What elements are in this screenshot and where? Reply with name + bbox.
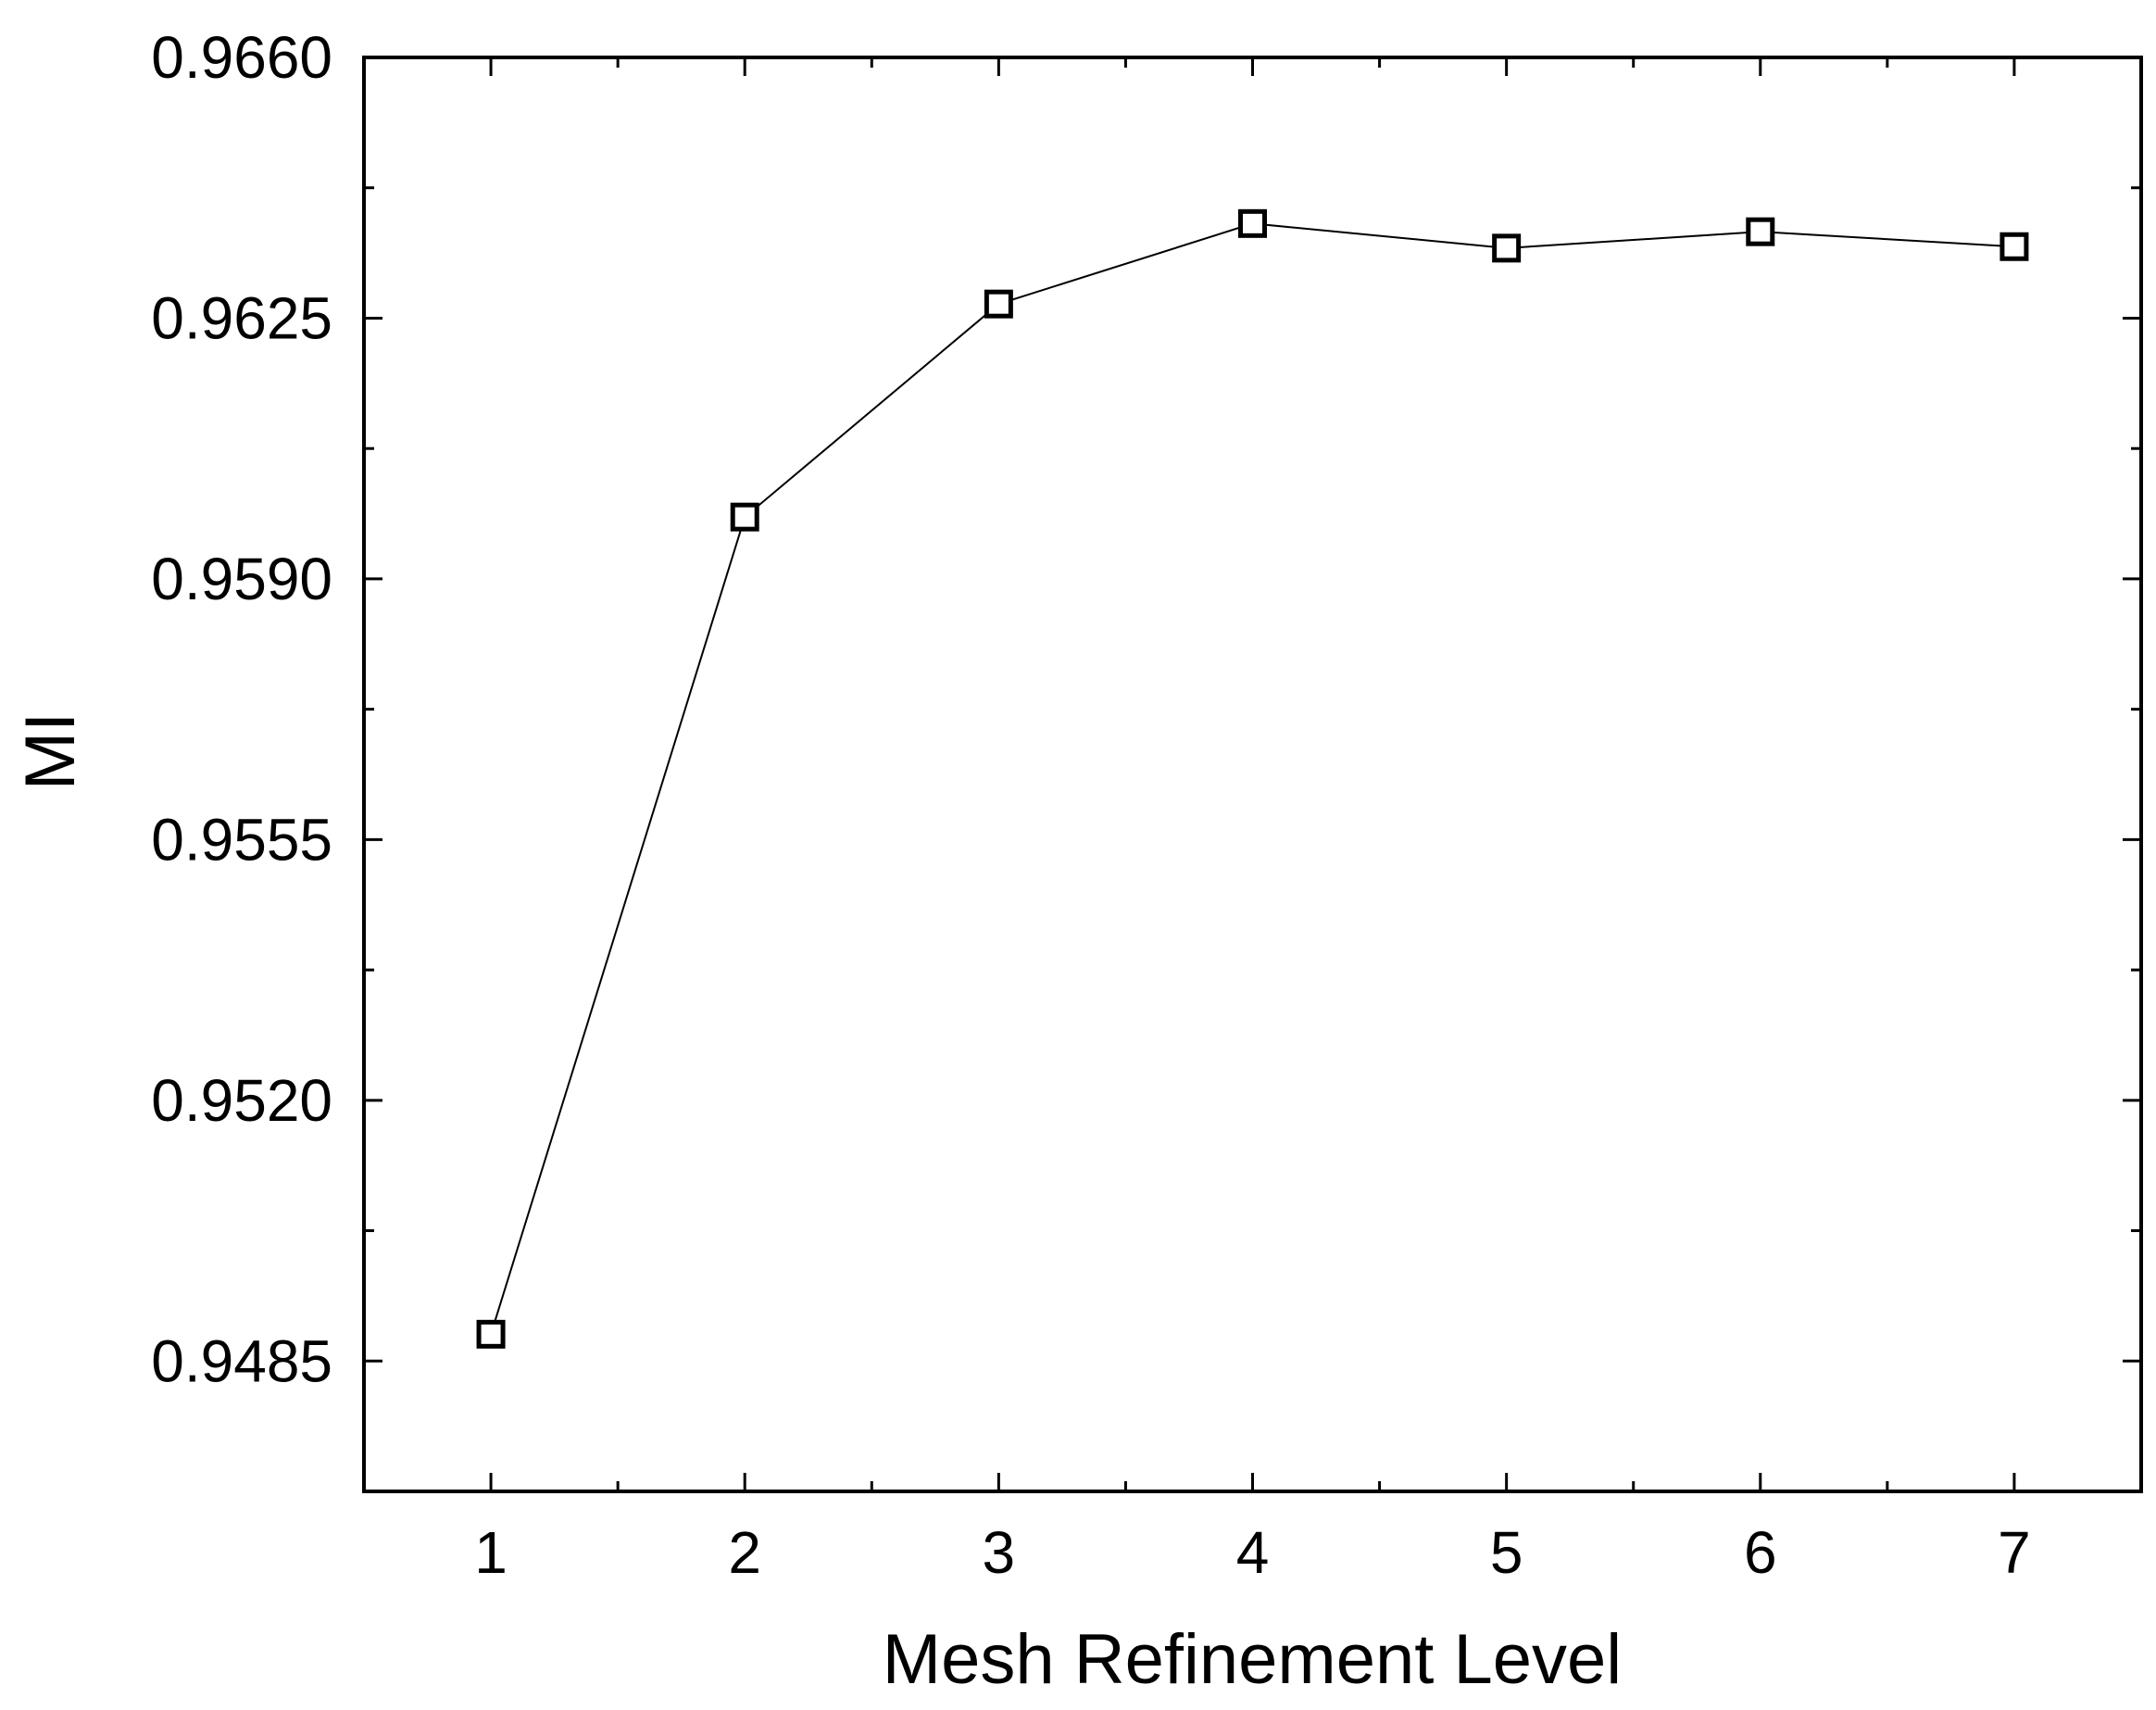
x-tick-label: 6	[1744, 1519, 1777, 1586]
x-tick-label: 5	[1490, 1519, 1523, 1586]
x-tick-label: 2	[728, 1519, 761, 1586]
data-point-marker	[730, 502, 759, 532]
y-axis-title: MI	[11, 712, 90, 790]
plot-frame	[362, 56, 2143, 1493]
data-point-marker	[984, 289, 1013, 319]
data-point-marker	[1238, 208, 1267, 238]
x-tick-label: 3	[983, 1519, 1016, 1586]
data-point-marker	[1999, 232, 2029, 261]
tick-marks	[364, 56, 2141, 1491]
y-tick-labels: 0.9485 0.9520 0.9555 0.9590 0.9625 0.9660	[151, 24, 332, 1394]
y-tick-label: 0.9555	[151, 806, 332, 873]
x-tick-labels: 1 2 3 4 5 6 7	[474, 1519, 2030, 1586]
y-tick-label: 0.9625	[151, 284, 332, 351]
y-tick-label: 0.9660	[151, 24, 332, 91]
y-tick-label: 0.9485	[151, 1327, 332, 1394]
x-tick-label: 4	[1236, 1519, 1270, 1586]
series-line	[490, 222, 2014, 1335]
data-point-marker	[1746, 217, 1775, 246]
y-tick-label: 0.9520	[151, 1067, 332, 1134]
data-point-marker	[1492, 233, 1522, 263]
y-tick-label: 0.9590	[151, 546, 332, 612]
x-axis-title: Mesh Refinement Level	[883, 1620, 1622, 1699]
data-markers	[476, 208, 2029, 1349]
data-point-marker	[476, 1319, 506, 1349]
x-tick-label: 1	[474, 1519, 508, 1586]
x-tick-label: 7	[1998, 1519, 2031, 1586]
series-lines	[490, 222, 2014, 1335]
